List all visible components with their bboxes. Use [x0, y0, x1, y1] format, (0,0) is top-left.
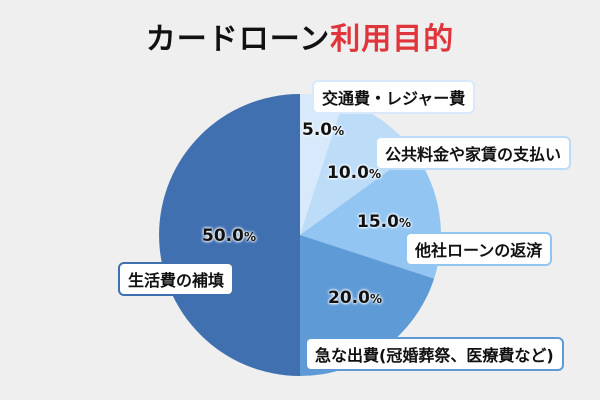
slice-percent: 15.0%	[357, 212, 411, 232]
slice-label: 他社ローンの返済	[405, 232, 553, 266]
title-accent: 利用目的	[330, 22, 455, 57]
slice-percent: 50.0%	[202, 226, 256, 246]
slice-label: 交通費・レジャー費	[312, 80, 476, 114]
title-main: カードローン	[145, 22, 331, 57]
pie-slice	[159, 94, 300, 376]
slice-percent: 10.0%	[327, 163, 381, 183]
slice-label: 急な出費(冠婚葬祭、医療費など)	[305, 337, 564, 371]
slice-percent: 20.0%	[328, 288, 382, 308]
pie-slice	[300, 100, 415, 235]
pie-slice	[300, 94, 344, 235]
slice-label: 生活費の補填	[118, 262, 235, 296]
chart-title: カードローン利用目的	[0, 14, 600, 58]
slice-percent: 5.0%	[302, 120, 345, 140]
slice-label: 公共料金や家賃の支払い	[375, 136, 572, 170]
